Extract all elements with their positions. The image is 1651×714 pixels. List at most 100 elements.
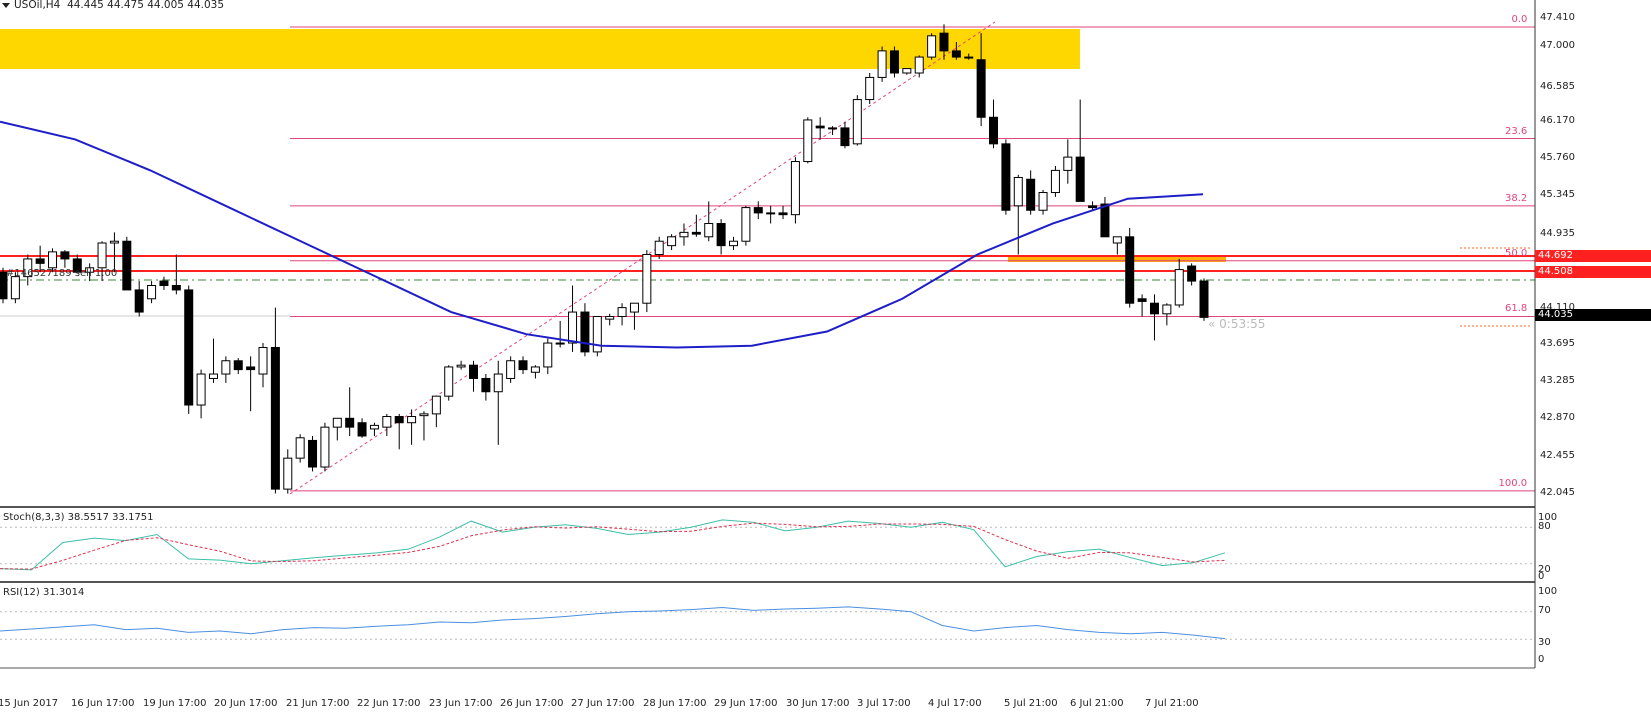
- candle-body: [444, 366, 454, 397]
- candle-body: [530, 366, 540, 373]
- stoch-tick: 100: [1538, 512, 1558, 523]
- bar-countdown: « 0:53:55: [1208, 317, 1266, 331]
- candle-body: [741, 207, 751, 242]
- candle-body: [196, 373, 206, 406]
- candle-body: [1075, 156, 1085, 202]
- stoch-label: Stoch(8,3,3) 38.5517 33.1751: [3, 512, 154, 523]
- price-tick: 47.410: [1540, 12, 1575, 23]
- candle-body: [159, 280, 169, 286]
- candle-body: [97, 242, 107, 269]
- candle-body: [258, 346, 268, 375]
- stoch-tick: 80: [1538, 521, 1551, 532]
- candle-body: [778, 212, 788, 216]
- candle-body: [382, 416, 392, 428]
- candle-body: [320, 426, 330, 468]
- candle-body: [716, 223, 726, 247]
- price-tick: 44.935: [1540, 228, 1575, 239]
- price-tick: 43.695: [1540, 338, 1575, 349]
- candle-body: [729, 240, 739, 247]
- candle-body: [852, 99, 862, 145]
- rsi-tick: 30: [1538, 637, 1551, 648]
- candle-body: [605, 315, 615, 320]
- support-zone: [1008, 255, 1226, 262]
- candle-body: [592, 315, 602, 353]
- candle-body: [518, 360, 528, 371]
- candle-body: [939, 32, 949, 52]
- candle-body: [704, 223, 714, 238]
- candle-body: [555, 342, 565, 345]
- rsi-line: [0, 606, 1226, 640]
- time-tick: 16 Jun 17:00: [71, 698, 135, 709]
- candle-body: [1149, 302, 1159, 315]
- candle-body: [184, 289, 194, 406]
- candle-body: [431, 395, 441, 415]
- candle-body: [1187, 265, 1197, 282]
- price-tick: 47.000: [1540, 40, 1575, 51]
- time-tick: 3 Jul 17:00: [857, 698, 911, 709]
- ohlc-values: 44.445 44.475 44.005 44.035: [67, 0, 225, 11]
- candle-body: [147, 284, 157, 300]
- stoch-tick: 20: [1538, 564, 1551, 575]
- price-tick: 42.455: [1540, 450, 1575, 461]
- time-tick: 15 Jun 2017: [0, 698, 59, 709]
- candle-body: [790, 161, 800, 216]
- time-tick: 26 Jun 17:00: [500, 698, 564, 709]
- candle-body: [357, 422, 367, 437]
- candle-body: [840, 127, 850, 147]
- candle-body: [543, 342, 553, 368]
- candle-body: [617, 307, 627, 317]
- candle-body: [1088, 205, 1098, 209]
- candle-body: [1001, 143, 1011, 211]
- candle-body: [642, 254, 652, 304]
- fib-label: 61.8: [1505, 303, 1528, 315]
- candle-body: [753, 207, 763, 214]
- candle-body: [10, 276, 20, 300]
- candle-body: [964, 56, 974, 59]
- candle-body: [48, 251, 58, 269]
- candle-body: [1063, 156, 1073, 171]
- candle-body: [122, 240, 132, 291]
- fib-label: 100.0: [1498, 477, 1528, 489]
- moving-average-line: [0, 120, 1204, 349]
- candle-body: [1174, 269, 1184, 306]
- stoch-main-line: [0, 519, 1226, 571]
- candle-body: [1125, 236, 1135, 304]
- candle-body: [134, 289, 144, 313]
- price-tick: 42.045: [1540, 487, 1575, 498]
- candle-body: [345, 417, 355, 428]
- candle-body: [233, 360, 243, 371]
- candle-body: [989, 116, 999, 145]
- candle-body: [369, 424, 379, 430]
- candle-body: [283, 457, 293, 490]
- rsi-tick: 0: [1538, 654, 1545, 665]
- candle-body: [1013, 176, 1023, 207]
- candle-body: [1050, 169, 1060, 194]
- candle-body: [580, 311, 590, 353]
- dropdown-triangle-icon[interactable]: [2, 2, 10, 8]
- candle-body: [419, 413, 429, 417]
- candle-body: [221, 360, 231, 375]
- candle-body: [1137, 298, 1147, 302]
- candle-body: [1026, 178, 1036, 211]
- time-tick: 21 Jun 17:00: [286, 698, 350, 709]
- time-tick: 30 Jun 17:00: [786, 698, 850, 709]
- time-tick: 4 Jul 17:00: [928, 698, 982, 709]
- time-tick: 20 Jun 17:00: [214, 698, 278, 709]
- candle-body: [828, 127, 838, 130]
- fib-label: 0.0: [1511, 13, 1528, 25]
- candle-body: [407, 416, 417, 424]
- candle-body: [456, 364, 466, 368]
- candle-body: [803, 119, 813, 163]
- candle-body: [976, 59, 986, 118]
- price-tick: 44.110: [1540, 302, 1575, 313]
- candle-body: [0, 271, 8, 300]
- time-tick: 22 Jun 17:00: [357, 698, 421, 709]
- candle-body: [85, 267, 95, 273]
- candle-body: [246, 366, 256, 371]
- time-tick: 28 Jun 17:00: [643, 698, 707, 709]
- candle-body: [493, 373, 503, 393]
- candle-body: [951, 50, 961, 58]
- candle-body: [35, 258, 45, 264]
- price-label: 44.035: [1535, 309, 1651, 321]
